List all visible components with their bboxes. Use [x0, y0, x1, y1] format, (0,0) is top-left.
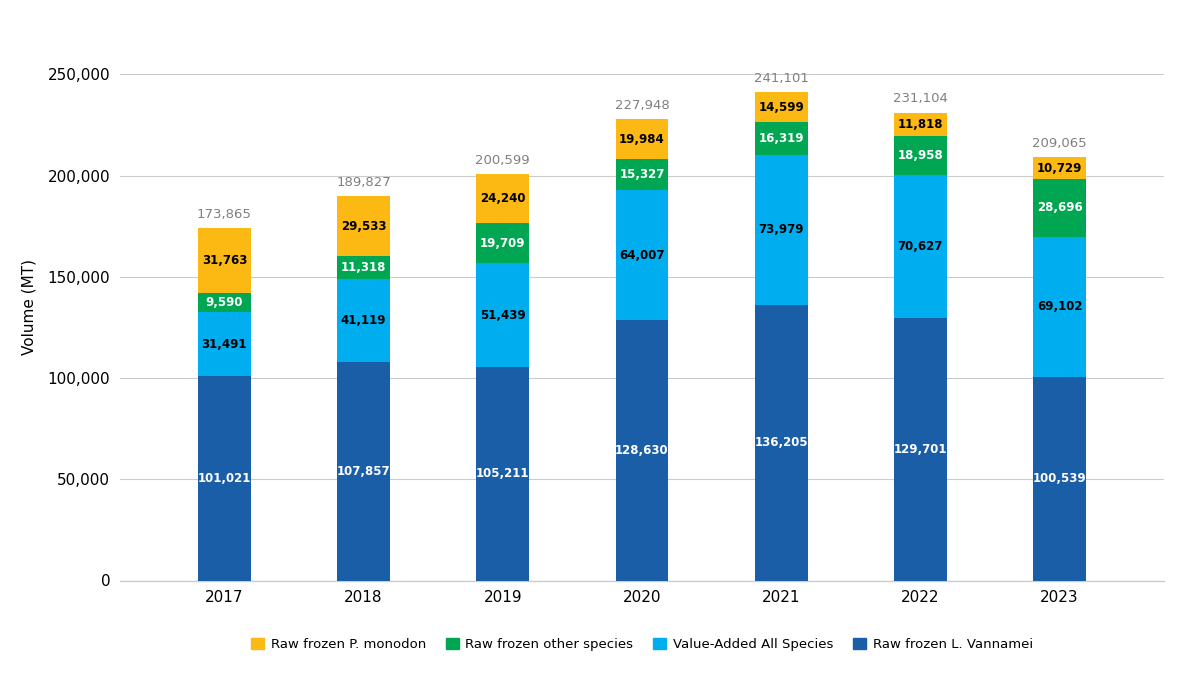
Bar — [755, 155, 808, 304]
Text: 10,729: 10,729 — [1037, 161, 1082, 175]
Text: 28,696: 28,696 — [1037, 201, 1082, 215]
Text: 100,539: 100,539 — [1033, 472, 1086, 485]
Text: 64,007: 64,007 — [619, 248, 665, 262]
Text: 129,701: 129,701 — [894, 443, 947, 456]
Bar — [198, 293, 251, 312]
Bar — [1033, 377, 1086, 580]
Bar — [894, 136, 947, 175]
Bar — [616, 159, 668, 190]
Text: 41,119: 41,119 — [341, 314, 386, 327]
Bar — [337, 196, 390, 256]
Bar — [476, 367, 529, 580]
Bar — [894, 113, 947, 136]
Text: 227,948: 227,948 — [614, 99, 670, 112]
Text: 24,240: 24,240 — [480, 192, 526, 205]
Text: 173,865: 173,865 — [197, 209, 252, 221]
Text: 200,599: 200,599 — [475, 154, 530, 167]
Legend: Raw frozen P. monodon, Raw frozen other species, Value-Added All Species, Raw fr: Raw frozen P. monodon, Raw frozen other … — [246, 632, 1038, 656]
Bar — [616, 190, 668, 320]
Bar — [337, 256, 390, 279]
Bar — [894, 175, 947, 318]
Text: 31,491: 31,491 — [202, 338, 247, 350]
Text: 101,021: 101,021 — [198, 472, 251, 485]
Text: 14,599: 14,599 — [758, 101, 804, 113]
Text: 29,533: 29,533 — [341, 219, 386, 232]
Text: 209,065: 209,065 — [1032, 137, 1087, 150]
Text: 189,827: 189,827 — [336, 176, 391, 189]
Bar — [616, 320, 668, 580]
Text: 136,205: 136,205 — [755, 436, 808, 449]
Bar — [476, 263, 529, 367]
Text: 16,319: 16,319 — [758, 132, 804, 145]
Text: 105,211: 105,211 — [476, 468, 529, 481]
Bar — [1033, 179, 1086, 237]
Bar — [198, 312, 251, 376]
Text: 231,104: 231,104 — [893, 92, 948, 105]
Bar — [476, 174, 529, 223]
Bar — [198, 376, 251, 580]
Bar — [755, 122, 808, 155]
Text: 73,979: 73,979 — [758, 223, 804, 236]
Bar — [755, 304, 808, 580]
Text: 241,101: 241,101 — [754, 72, 809, 85]
Bar — [755, 92, 808, 122]
Text: 70,627: 70,627 — [898, 240, 943, 253]
Text: 11,818: 11,818 — [898, 118, 943, 131]
Text: 15,327: 15,327 — [619, 168, 665, 182]
Text: 11,318: 11,318 — [341, 261, 386, 274]
Text: 128,630: 128,630 — [616, 443, 668, 457]
Bar — [476, 223, 529, 263]
Y-axis label: Volume (MT): Volume (MT) — [22, 259, 36, 355]
Bar — [1033, 157, 1086, 179]
Text: 69,102: 69,102 — [1037, 300, 1082, 313]
Bar — [894, 318, 947, 580]
Text: 9,590: 9,590 — [205, 296, 244, 309]
Text: 18,958: 18,958 — [898, 149, 943, 162]
Bar — [198, 228, 251, 293]
Text: 107,857: 107,857 — [337, 465, 390, 478]
Text: 19,709: 19,709 — [480, 237, 526, 250]
Bar — [337, 279, 390, 362]
Bar — [337, 362, 390, 580]
Text: 19,984: 19,984 — [619, 133, 665, 146]
Text: 51,439: 51,439 — [480, 309, 526, 322]
Text: 31,763: 31,763 — [202, 254, 247, 267]
Bar — [616, 119, 668, 159]
Bar — [1033, 237, 1086, 377]
